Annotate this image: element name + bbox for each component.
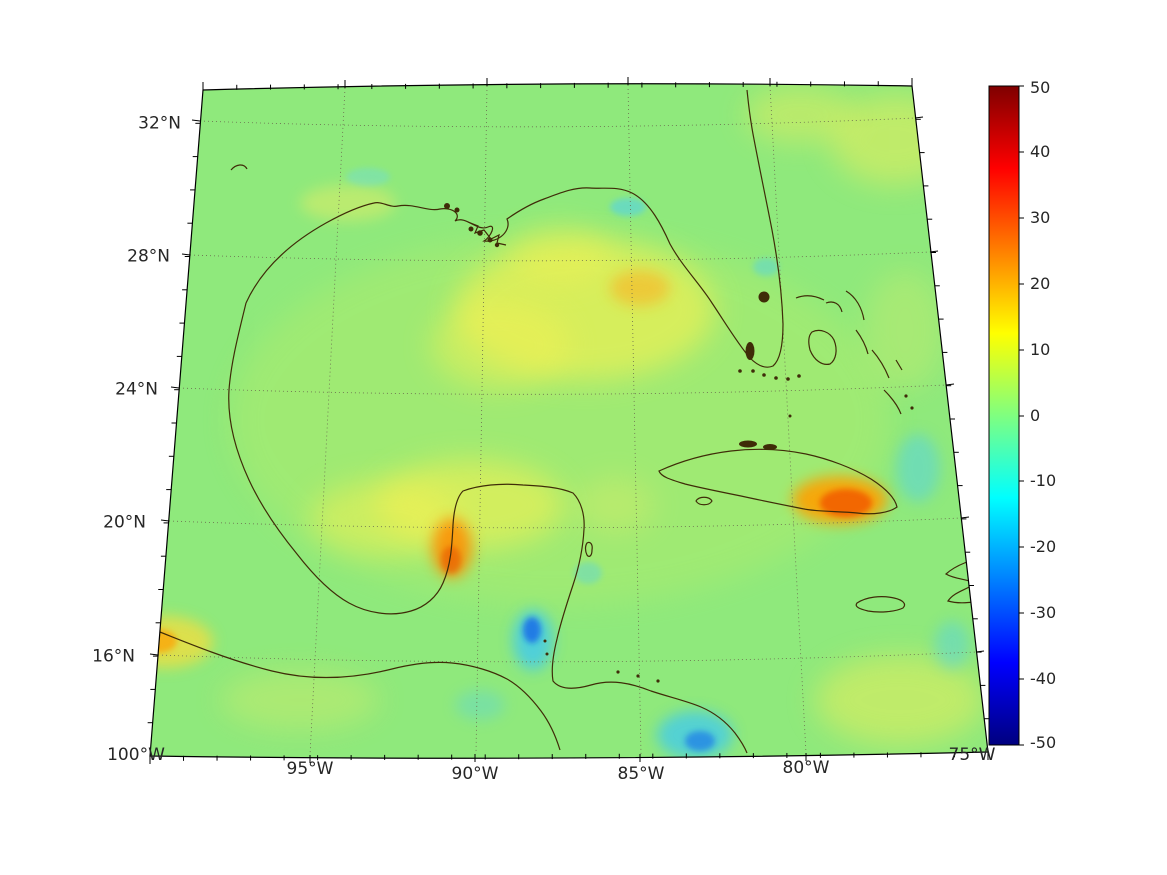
coast-abaco [825, 301, 843, 313]
coast-san-salvador [895, 359, 903, 371]
colorbar-label-0: 0 [1030, 406, 1041, 425]
colorbar-label-40: 40 [1030, 142, 1051, 161]
colorbar-label-n40: -40 [1030, 669, 1057, 688]
minor-ticks [147, 81, 990, 761]
y-tick-label-24n: 24°N [115, 379, 158, 400]
colorbar-label-n30: -30 [1030, 603, 1057, 622]
x-tick-label-90w: 90°W [451, 764, 499, 784]
colorbar-gradient [989, 86, 1019, 745]
coast-west-gulf-yucatan [228, 302, 748, 754]
lake-okeechobee [758, 291, 770, 303]
coast-andros [808, 329, 837, 365]
meridian-80w [769, 85, 807, 754]
colorbar-label-20: 20 [1030, 274, 1051, 293]
colorbar [988, 85, 1024, 746]
colorbar-ticks [1019, 85, 1024, 746]
coast-grand-bahama [795, 295, 825, 301]
colorbar-label-10: 10 [1030, 340, 1051, 359]
coast-cat-island [871, 349, 890, 379]
coastlines [150, 89, 988, 754]
y-tick-label-32n: 32°N [138, 113, 181, 134]
y-tick-label-20n: 20°N [103, 512, 146, 533]
meridian-95w [309, 87, 346, 756]
gridlines [157, 84, 977, 756]
coast-mississippi-delta [467, 221, 507, 246]
x-tick-label-85w: 85°W [617, 764, 665, 784]
coastal-features [444, 203, 914, 683]
coast-north-gulf-florida [245, 89, 784, 368]
colorbar-label-n10: -10 [1030, 471, 1057, 490]
x-tick-label-80w: 80°W [782, 758, 830, 778]
colorbar-label-50: 50 [1030, 78, 1051, 97]
meridian-90w [475, 85, 488, 755]
axis-ticks [149, 77, 989, 764]
parallel-20n [168, 517, 962, 529]
colorbar-label-n20: -20 [1030, 537, 1057, 556]
coast-cuba [658, 448, 898, 515]
x-tick-label-95w: 95°W [286, 759, 334, 779]
parallel-16n [157, 651, 977, 663]
coast-jamaica [855, 596, 906, 613]
map-frame [149, 83, 989, 759]
coast-cozumel [584, 541, 593, 557]
coast-long-island [883, 389, 902, 415]
y-tick-label-28n: 28°N [127, 246, 170, 267]
coast-exuma [855, 329, 869, 355]
coast-pacific [150, 627, 561, 751]
coast-isle-of-youth [695, 496, 713, 506]
colorbar-label-n50: -50 [1030, 733, 1057, 752]
x-tick-label-100w: 100°W [107, 745, 165, 765]
colorbar-label-30: 30 [1030, 208, 1051, 227]
coast-lake-topleft [230, 164, 248, 171]
map-field [150, 83, 988, 759]
coast-eleuthera [845, 290, 865, 321]
y-tick-label-16n: 16°N [92, 646, 135, 667]
x-tick-label-75w: 75°W [948, 745, 996, 765]
